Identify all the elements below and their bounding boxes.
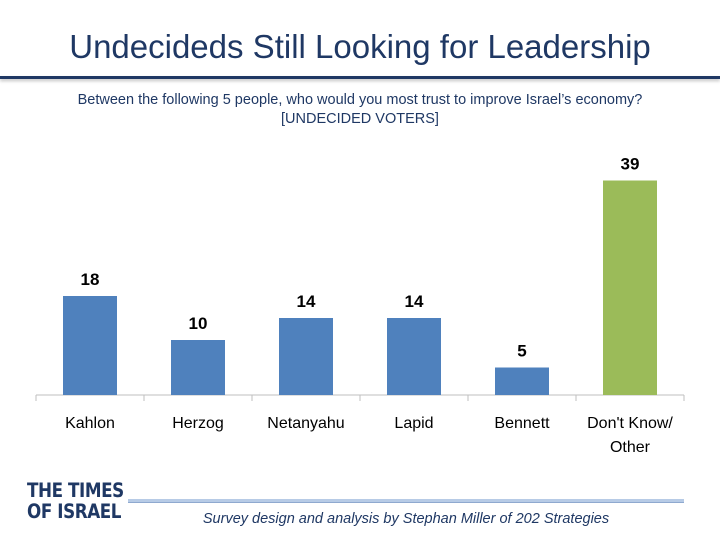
category-label: Other — [610, 439, 651, 456]
data-label: 5 — [517, 342, 526, 361]
data-label: 18 — [81, 270, 100, 289]
category-label: Kahlon — [65, 415, 115, 432]
category-label: Lapid — [394, 415, 433, 432]
title-divider — [0, 76, 720, 79]
category-label: Bennett — [494, 415, 550, 432]
category-label: Don't Know/ — [587, 415, 673, 432]
data-label: 39 — [621, 155, 640, 174]
survey-credit: Survey design and analysis by Stephan Mi… — [202, 511, 610, 527]
logo-line-2: OF ISRAEL — [27, 500, 122, 523]
subtitle-segment: [UNDECIDED VOTERS] — [281, 111, 439, 127]
bar — [63, 296, 117, 395]
data-label: 14 — [297, 292, 316, 311]
footer-divider-line — [128, 502, 684, 503]
category-label: Herzog — [172, 415, 224, 432]
bar — [603, 180, 657, 395]
bar — [387, 318, 441, 395]
chart-title: Undecideds Still Looking for Leadership — [69, 28, 651, 65]
category-label: Netanyahu — [267, 415, 344, 432]
data-label: 10 — [189, 314, 208, 333]
footer-divider — [128, 499, 684, 503]
bar — [495, 367, 549, 395]
bar — [279, 318, 333, 395]
logo-line-1: THE TIMES — [27, 479, 124, 502]
bar — [171, 340, 225, 395]
data-label: 14 — [405, 292, 424, 311]
times-of-israel-logo: THE TIMES OF ISRAEL — [27, 479, 124, 523]
chart-subtitle: Between the following 5 people, who woul… — [0, 91, 720, 129]
subtitle-question: Between the following 5 people, who woul… — [77, 92, 643, 108]
